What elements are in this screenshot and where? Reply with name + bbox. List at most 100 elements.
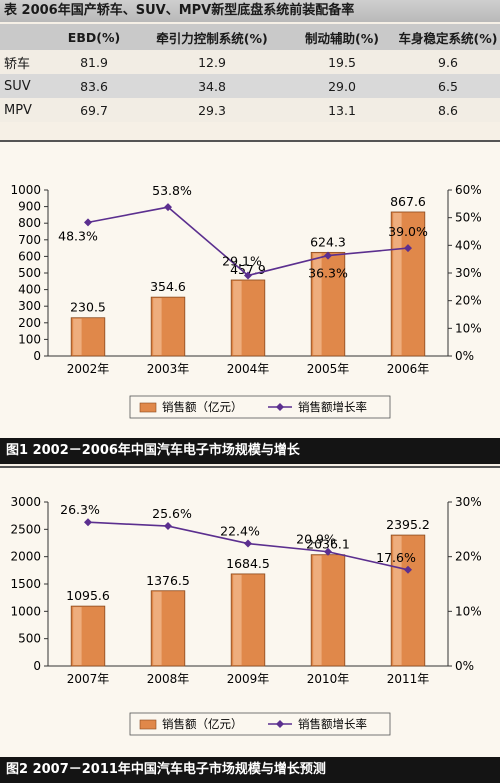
legend-bar-label: 销售额（亿元） [162, 400, 243, 414]
bar-highlight [153, 298, 162, 355]
x-tick-label: 2006年 [387, 362, 430, 376]
line-value-label: 26.3% [60, 502, 100, 517]
x-tick-label: 2010年 [307, 672, 350, 686]
bar-value-label: 867.6 [390, 194, 426, 209]
legend-bar-swatch [139, 719, 157, 730]
left-tick-label: 1000 [10, 604, 41, 618]
line-value-label: 39.0% [388, 224, 428, 239]
bar-value-label: 2036.1 [306, 537, 350, 552]
line-point [164, 522, 172, 531]
bar-highlight [393, 536, 402, 665]
x-tick-label: 2008年 [147, 672, 190, 686]
bar-value-label: 1684.5 [226, 556, 270, 571]
bar-highlight [73, 607, 82, 665]
bar-highlight [393, 212, 402, 355]
legend-line-label: 销售额增长率 [298, 400, 367, 414]
line-point [84, 518, 92, 527]
left-tick-label: 600 [18, 249, 41, 263]
bar-value-label: 2395.2 [386, 517, 430, 532]
header-cell: EBD(%) [52, 24, 136, 50]
table-cell: 69.7 [52, 98, 136, 122]
legend-box [129, 712, 391, 736]
line-point [244, 271, 252, 280]
right-tick-label: 50% [455, 211, 482, 225]
bar-highlight [153, 591, 162, 665]
header-cell: 制动辅助(%) [288, 24, 396, 50]
row-label: SUV [0, 74, 52, 98]
bar-value-label: 230.5 [70, 300, 106, 315]
left-tick-label: 2500 [10, 522, 41, 536]
bar-highlight [313, 555, 322, 665]
table-cell: 83.6 [52, 74, 136, 98]
legend-line-marker [276, 720, 284, 728]
x-tick-label: 2005年 [307, 362, 350, 376]
table-cell: 29.0 [288, 74, 396, 98]
left-tick-label: 2000 [10, 550, 41, 564]
right-tick-label: 0% [455, 349, 474, 363]
left-tick-label: 200 [18, 316, 41, 330]
right-tick-label: 0% [455, 659, 474, 673]
table-cell: 13.1 [288, 98, 396, 122]
line-value-label: 36.3% [308, 266, 348, 281]
left-tick-label: 900 [18, 200, 41, 214]
x-tick-label: 2004年 [227, 362, 270, 376]
line-point [84, 218, 92, 227]
header-cell [0, 24, 52, 50]
chart1-panel: 0 100 200 300 400 500 600 700 800 900 1000 0% 10% 20%… [0, 140, 500, 438]
bar-highlight [233, 574, 242, 665]
left-tick-label: 0 [33, 349, 41, 363]
right-tick-label: 20% [455, 294, 482, 308]
left-tick-label: 1500 [10, 577, 41, 591]
left-tick-label: 300 [18, 299, 41, 313]
table-cell: 34.8 [136, 74, 288, 98]
row-label: MPV [0, 98, 52, 122]
left-tick-label: 700 [18, 233, 41, 247]
spec-table: EBD(%) 牵引力控制系统(%) 制动辅助(%) 车身稳定系统(%) 轿车 8… [0, 24, 500, 122]
line-value-label: 25.6% [152, 506, 192, 521]
legend: 销售额（亿元） 销售额增长率 [129, 712, 391, 736]
table-header-row: EBD(%) 牵引力控制系统(%) 制动辅助(%) 车身稳定系统(%) [0, 24, 500, 50]
table-cell: 12.9 [136, 50, 288, 74]
table-row: SUV 83.6 34.8 29.0 6.5 [0, 74, 500, 98]
line-point [404, 244, 412, 253]
legend-bar-label: 销售额（亿元） [162, 717, 243, 731]
left-tick-label: 100 [18, 332, 41, 346]
header-cell: 车身稳定系统(%) [396, 24, 500, 50]
right-tick-label: 30% [455, 495, 482, 509]
table-row: 轿车 81.9 12.9 19.5 9.6 [0, 50, 500, 74]
header-cell: 牵引力控制系统(%) [136, 24, 288, 50]
legend: 销售额（亿元） 销售额增长率 [129, 395, 391, 419]
left-tick-label: 500 [18, 632, 41, 646]
bar-highlight [313, 253, 322, 355]
table-cell: 6.5 [396, 74, 500, 98]
table-row: MPV 69.7 29.3 13.1 8.6 [0, 98, 500, 122]
bar-value-label: 354.6 [150, 279, 186, 294]
chart2-caption: 图2 2007－2011年中国汽车电子市场规模与增长预测 [0, 757, 500, 783]
right-tick-label: 30% [455, 266, 482, 280]
bar-value-label: 1376.5 [146, 573, 190, 588]
x-tick-label: 2002年 [67, 362, 110, 376]
left-tick-label: 1000 [10, 183, 41, 197]
line-value-label: 53.8% [152, 183, 192, 198]
right-tick-label: 60% [455, 183, 482, 197]
legend-line-label: 销售额增长率 [298, 717, 367, 731]
line-point [404, 565, 412, 574]
table-cell: 29.3 [136, 98, 288, 122]
chart1-svg: 0 100 200 300 400 500 600 700 800 900 1000 0% 10% 20%… [10, 183, 482, 419]
legend-line-marker [276, 403, 284, 411]
chart2-svg: 0 500 1000 1500 2000 2500 3000 0% 10% 20% 30% 1095.… [10, 495, 482, 736]
line-value-label: 17.6% [376, 550, 416, 565]
line-value-label: 20.9% [296, 532, 336, 547]
line-point [324, 251, 332, 260]
table-cell: 8.6 [396, 98, 500, 122]
table-cell: 81.9 [52, 50, 136, 74]
x-tick-label: 2007年 [67, 672, 110, 686]
bar-highlight [73, 318, 82, 355]
right-tick-label: 10% [455, 604, 482, 618]
left-tick-label: 0 [33, 659, 41, 673]
left-tick-label: 400 [18, 283, 41, 297]
left-tick-label: 500 [18, 266, 41, 280]
line-point [244, 539, 252, 548]
chart2-panel: 0 500 1000 1500 2000 2500 3000 0% 10% 20% 30% 1095.… [0, 466, 500, 757]
bar-highlight [233, 280, 242, 355]
